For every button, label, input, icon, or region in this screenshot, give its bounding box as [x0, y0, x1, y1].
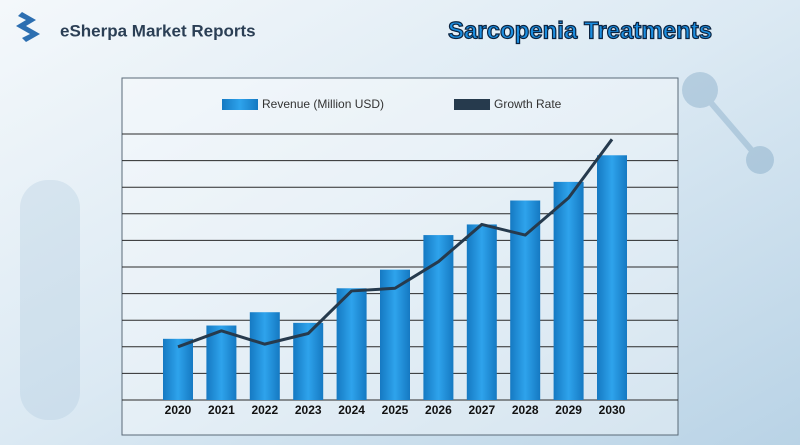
legend-label: Growth Rate [494, 97, 562, 111]
legend-label: Revenue (Million USD) [262, 97, 384, 111]
decor [20, 72, 774, 420]
bar [336, 288, 367, 400]
x-tick-label: 2028 [512, 403, 539, 417]
x-tick-label: 2024 [338, 403, 365, 417]
x-tick-label: 2029 [555, 403, 582, 417]
bar [249, 312, 280, 400]
legend-swatch [222, 99, 258, 110]
x-tick-label: 2023 [295, 403, 322, 417]
bar [380, 269, 410, 400]
bar [163, 338, 193, 400]
logo: eSherpa Market Reports [16, 12, 256, 42]
x-tick-label: 2020 [165, 403, 192, 417]
bar [553, 181, 584, 400]
x-tick-label: 2021 [208, 403, 235, 417]
x-tick-label: 2025 [382, 403, 409, 417]
x-tick-label: 2022 [251, 403, 278, 417]
chart-title: Sarcopenia Treatments [448, 17, 712, 44]
x-tick-label: 2026 [425, 403, 452, 417]
x-tick-label: 2027 [468, 403, 495, 417]
growth-line [177, 138, 614, 349]
bar [597, 155, 627, 400]
x-tick-label: 2030 [599, 403, 626, 417]
brand: eSherpa Market Reports [60, 21, 256, 40]
bar [466, 224, 497, 400]
legend-swatch [454, 99, 490, 110]
bar [510, 200, 541, 400]
bar [206, 325, 237, 400]
